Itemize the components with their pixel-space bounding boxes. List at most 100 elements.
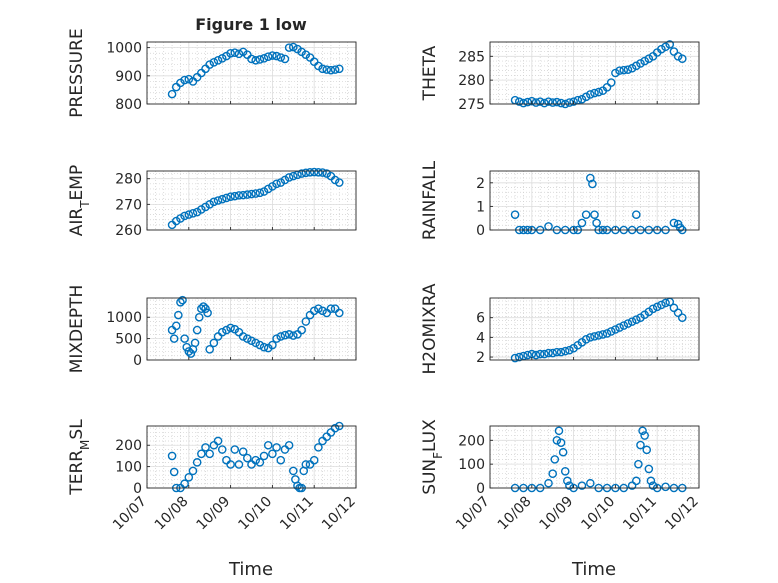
data-point [330,423,340,433]
data-point [284,173,294,182]
y-axis-label-4: MIXDEPTH [67,285,87,374]
data-point [288,42,298,52]
y-tick-label: 275 [458,97,485,113]
data-point [259,342,269,352]
y-tick-label: 280 [458,73,485,89]
data-point [627,63,637,73]
data-point [669,303,679,313]
data-series [510,426,687,493]
y-tick-label: 1000 [106,41,142,57]
data-point [590,332,599,341]
data-point [588,179,597,189]
data-point [602,329,612,338]
data-point [514,352,524,362]
data-point [188,466,198,476]
data-point [556,98,566,108]
data-point [548,348,558,358]
data-point [238,447,248,456]
data-point [309,306,319,316]
data-point [251,455,260,465]
data-point [201,443,210,452]
data-point [611,68,620,78]
data-point [552,347,562,357]
data-point [192,207,202,217]
data-point [556,347,566,357]
data-point [176,214,185,223]
data-point [276,455,286,465]
data-point [305,167,315,177]
data-point [184,347,194,356]
y-tick-label: 0 [476,223,485,239]
data-point [552,436,562,445]
data-point [230,191,240,201]
data-point [222,193,231,203]
data-point [194,312,204,322]
data-series [510,40,687,109]
data-point [309,455,319,465]
axes-box [489,297,700,361]
y-tick-label: 4 [476,330,485,346]
data-point [209,57,219,67]
data-point [636,440,645,450]
y-axis-label-3: RAINFALL [420,160,440,240]
data-point [263,52,273,61]
data-point [632,476,641,486]
data-point [255,55,265,64]
data-point [627,481,637,490]
data-point [217,194,227,204]
axes-box [146,425,357,489]
figure-title: Figure 1 low [195,15,307,34]
data-point [548,469,558,478]
x-axis-label-left: Time [228,559,273,580]
data-point [598,330,608,339]
data-point [544,348,553,358]
data-point [180,75,189,85]
subplot-1: 275 280 285 THETA [420,40,700,113]
data-point [263,184,273,194]
data-point [677,54,687,63]
data-point [314,304,323,313]
plot-area [490,426,699,488]
data-point [523,97,532,107]
data-point [590,88,599,98]
data-point [615,66,624,75]
data-point [171,321,181,331]
data-point [301,168,311,178]
y-axis-label-1: THETA [420,45,440,101]
data-point [288,466,298,476]
data-point [648,304,658,314]
data-point [544,478,553,488]
data-point [268,51,277,60]
data-point [326,65,336,75]
y-tick-label: 0 [476,481,485,497]
subplot-0: 800 900 1000 PRESSURE [67,28,357,118]
data-point [197,449,206,459]
data-point [523,350,532,360]
data-point [272,443,281,452]
data-point [640,56,649,66]
data-point [314,443,323,452]
y-tick-label: 1 [476,199,485,215]
data-point [217,327,227,337]
data-point [297,169,306,178]
data-point [255,340,265,350]
data-point [565,98,574,107]
y-tick-label: 260 [115,223,142,239]
data-point [646,476,656,486]
data-point [318,168,327,177]
data-point [309,167,319,177]
data-point [201,202,210,212]
data-point [259,451,269,461]
data-point [581,335,591,344]
data-point [272,179,281,189]
data-point [255,458,265,467]
data-point [540,349,549,359]
y-axis-label-5: H2OMIXRA [420,283,440,374]
data-point [259,54,269,63]
data-point [251,189,260,198]
y-tick-label: 6 [476,311,485,327]
data-point [665,40,675,49]
data-point [234,191,244,200]
data-point [634,459,643,469]
